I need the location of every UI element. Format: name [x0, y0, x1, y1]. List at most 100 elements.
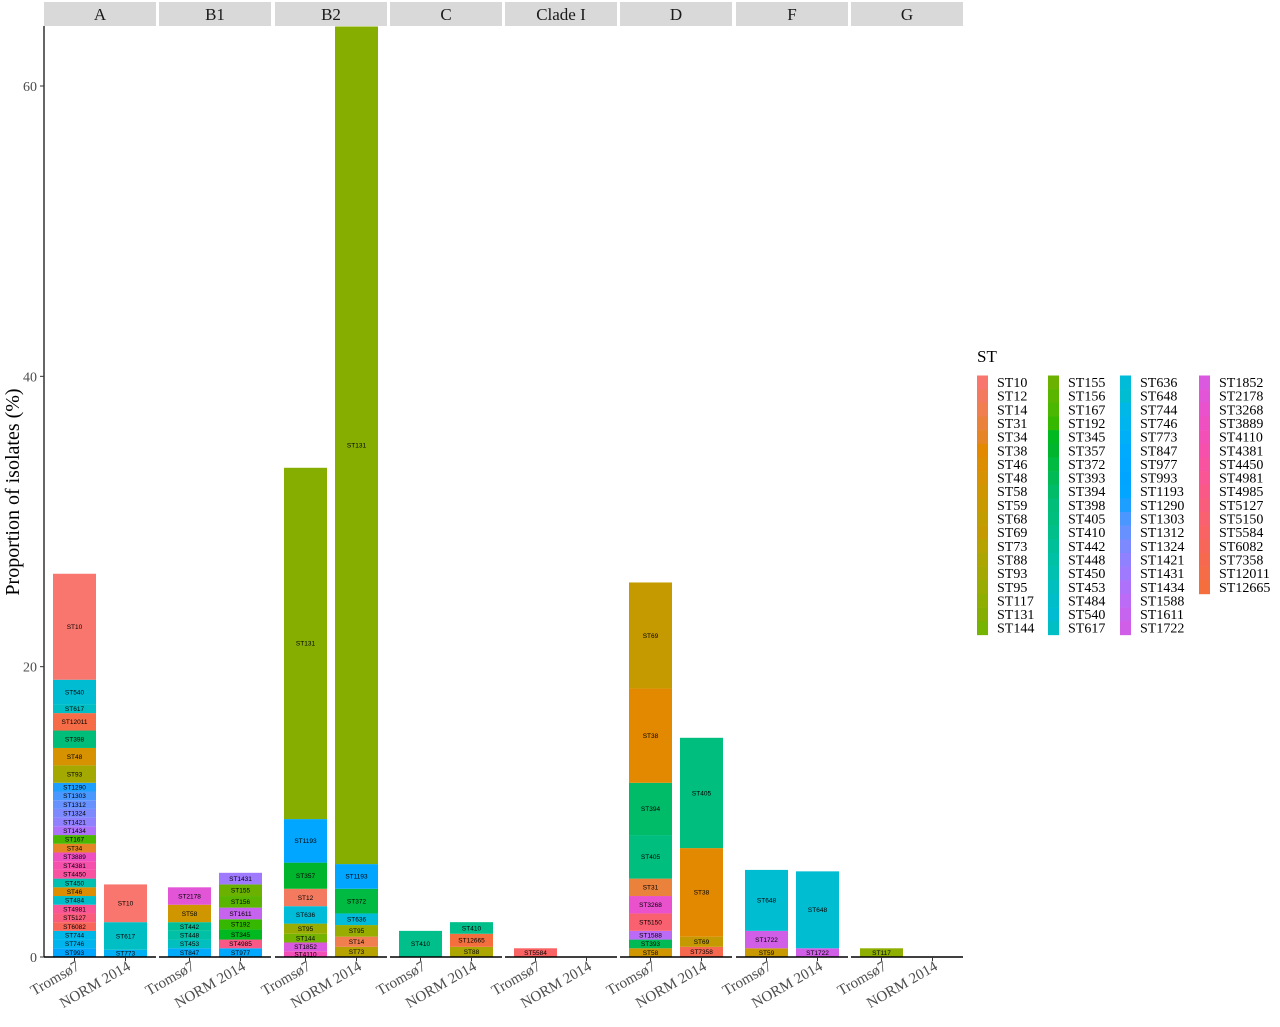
bar-segment [284, 951, 327, 957]
legend-label: ST773 [1140, 431, 1177, 446]
legend-item: ST977 [1120, 457, 1177, 473]
legend-label: ST4381 [1219, 444, 1263, 459]
legend-item: ST34 [977, 430, 1027, 446]
legend-swatch [977, 539, 988, 554]
legend-item: ST167 [1048, 402, 1105, 418]
legend-item: ST93 [977, 566, 1027, 582]
bar-segment-label: ST442 [180, 924, 200, 931]
legend-label: ST156 [1068, 390, 1105, 405]
legend-item: ST68 [977, 512, 1027, 528]
legend-swatch [1199, 498, 1210, 513]
legend-swatch [1199, 457, 1210, 472]
bar-segment [514, 948, 557, 957]
legend-label: ST5150 [1219, 513, 1263, 528]
legend-item: ST31 [977, 416, 1027, 432]
bar-segment [53, 843, 96, 853]
bar-segment-label: ST357 [296, 873, 316, 880]
bar-segment [53, 878, 96, 888]
bar-segment [680, 848, 723, 937]
legend-item: ST847 [1120, 443, 1177, 459]
bar-segment [219, 948, 262, 957]
bar-segment [450, 922, 493, 934]
bar-segment [335, 888, 378, 914]
bar-segment [219, 907, 262, 920]
bar-segment-label: ST88 [464, 949, 480, 956]
legend-item: ST73 [977, 539, 1027, 555]
y-tick-label: 0 [30, 951, 37, 966]
legend-label: ST4450 [1219, 458, 1263, 473]
legend-label: ST977 [1140, 458, 1177, 473]
legend-item: ST617 [1048, 621, 1105, 637]
legend-label: ST10 [997, 376, 1027, 391]
legend-item: ST1588 [1120, 593, 1184, 609]
legend-item: ST1421 [1120, 552, 1184, 568]
bar-segment [168, 948, 211, 957]
legend-item: ST357 [1048, 443, 1105, 459]
bar-segment-label: ST448 [180, 933, 200, 940]
legend-label: ST484 [1068, 594, 1105, 609]
bar-segment-label: ST144 [296, 935, 316, 942]
legend-label: ST155 [1068, 376, 1105, 391]
bar-segment [53, 800, 96, 809]
legend-swatch [1048, 580, 1059, 595]
bar-segment [53, 826, 96, 836]
facet-strip-label: Clade I [536, 5, 586, 24]
bar-segment-label: ST540 [65, 689, 85, 696]
legend-item: ST58 [977, 484, 1027, 500]
legend-label: ST2178 [1219, 390, 1263, 405]
legend-swatch [1120, 457, 1131, 472]
legend-swatch [1199, 580, 1210, 595]
legend-item: ST393 [1048, 471, 1105, 487]
legend-item: ST540 [1048, 607, 1105, 623]
legend-label: ST93 [997, 567, 1027, 582]
bar-segment-label: ST4110 [294, 951, 317, 958]
legend-item: ST1193 [1120, 484, 1184, 500]
legend-label: ST393 [1068, 472, 1105, 487]
y-tick-label: 20 [23, 661, 37, 676]
bar-segment-label: ST744 [65, 933, 85, 940]
legend-item: ST4985 [1199, 484, 1263, 500]
bar-segment [104, 949, 147, 957]
legend-swatch [1199, 402, 1210, 417]
bar-segment-label: ST58 [643, 950, 659, 957]
legend-label: ST144 [997, 622, 1034, 637]
bar-segment-label: ST131 [347, 443, 367, 450]
legend-swatch [1048, 525, 1059, 540]
legend-item: ST993 [1120, 471, 1177, 487]
legend-label: ST394 [1068, 485, 1105, 500]
bar-segment [53, 948, 96, 957]
stacked-bar: ST977 ST4985 ST345 ST192 ST1611 ST156 ST155 ST1… [219, 872, 262, 957]
legend-swatch [1120, 430, 1131, 445]
legend-swatch [977, 525, 988, 540]
bar-segment [399, 930, 442, 957]
bar-segment [53, 930, 96, 940]
stacked-bar: ST7358 ST69 ST38 ST405 [680, 737, 723, 957]
legend-item: ST156 [1048, 389, 1105, 405]
legend-swatch [1048, 443, 1059, 458]
legend-item: ST448 [1048, 552, 1105, 568]
bar-segment [53, 808, 96, 818]
bar-segment-label: ST38 [643, 733, 659, 740]
legend-label: ST31 [997, 417, 1027, 432]
bar-segment-label: ST58 [182, 911, 198, 918]
legend-label: ST1421 [1140, 553, 1184, 568]
legend-item: ST4450 [1199, 457, 1263, 473]
legend: STST10ST12ST14ST31ST34ST38ST46ST48ST58ST… [977, 347, 1270, 637]
bar-segment [219, 872, 262, 885]
bar-segment-label: ST31 [643, 885, 659, 892]
bar-segment-label: ST398 [65, 737, 85, 744]
bar-segment-label: ST636 [347, 917, 367, 924]
facet-strip [275, 2, 387, 26]
bar-segment [629, 930, 672, 940]
legend-item: ST1434 [1120, 580, 1184, 596]
legend-item: ST3268 [1199, 402, 1263, 418]
bar-segment-label: ST12011 [62, 719, 88, 726]
facet-strip [390, 2, 502, 26]
bar-segment [629, 688, 672, 783]
bar-segment [53, 922, 96, 931]
bar-segment [335, 913, 378, 926]
legend-label: ST4110 [1219, 431, 1263, 446]
facet-strip-label: F [787, 5, 796, 24]
